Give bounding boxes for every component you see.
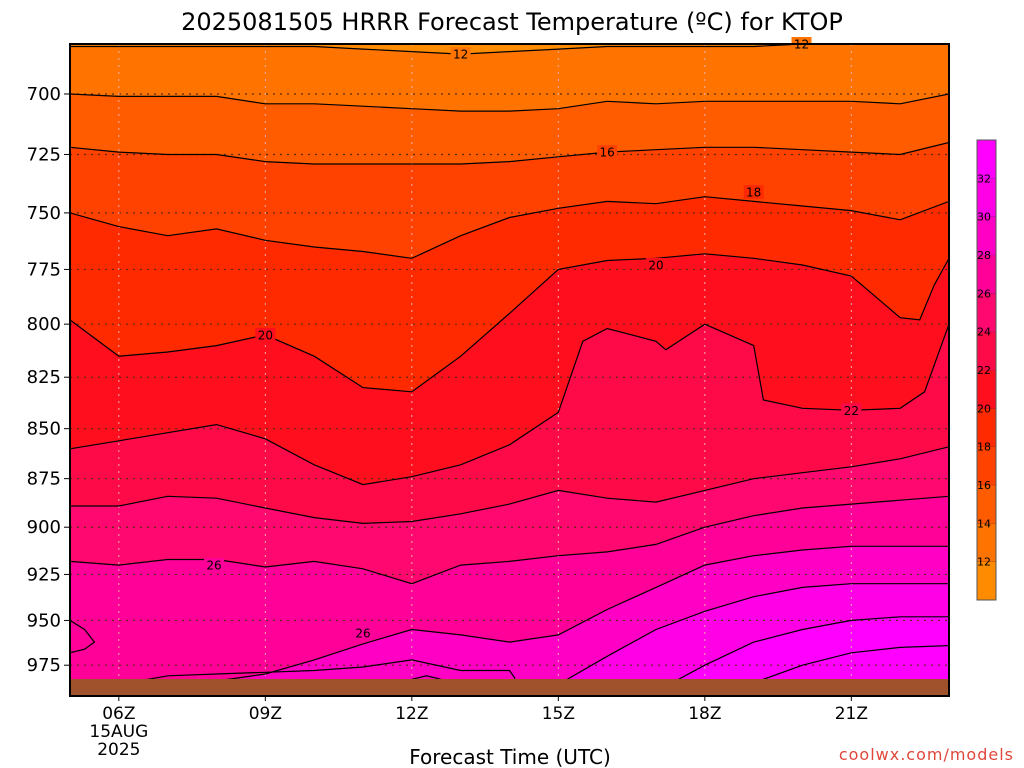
contour-label-bg [204,558,225,573]
isotherm-14 [70,93,949,112]
colorbar-label-30: 30 [977,211,991,224]
y-tick-label-700: 700 [27,84,61,105]
colorbar-label-20: 20 [977,402,991,415]
colorbar-label-24: 24 [977,326,991,339]
isotherm-30 [538,583,949,696]
colorbar-label-14: 14 [977,517,991,530]
colorbar-label-16: 16 [977,479,991,492]
ground-band [70,679,949,695]
x-tick-label-09Z: 09Z [249,704,282,724]
x-tick-label-15Z: 15Z [542,704,575,724]
contour-label-22-7: 22 [841,403,862,418]
y-tick-label-800: 800 [27,314,61,335]
contour-label-bg [841,403,862,418]
y-tick-label-875: 875 [27,469,61,490]
y-axis: 700 725 750 775 800 825 850 875 900 925 950 975 [27,84,70,676]
colorbar-segment-1 [977,561,996,601]
isotherm-18 [70,196,949,259]
y-tick-label-750: 750 [27,203,61,224]
contour-label-26-9: 26 [353,626,373,641]
colorbar-segment-8 [977,293,996,333]
contour-label-text: 20 [258,328,273,342]
isotherm-layer [70,44,949,696]
colorbar-segment-6 [977,370,996,409]
colorbar-label-18: 18 [977,441,991,454]
y-tick-label-900: 900 [27,517,61,538]
colorbar-segment-3 [977,485,996,524]
colorbar-segment-2 [977,523,996,563]
colorbar-segment-10 [977,216,996,256]
colorbar-segment-7 [977,331,996,371]
contour-label-bg [743,185,764,200]
contour-label-16-3: 16 [597,145,618,160]
isotherm-20 [70,253,949,393]
contour-label-text: 26 [355,627,370,641]
temperature-fill-layer [70,44,949,696]
contour-label-18-4: 18 [743,185,764,200]
colorbar: 12 14 16 18 20 22 24 26 28 30 32 [976,139,997,601]
contour-label-bg [255,327,276,342]
x-tick-label-06Z: 06Z [102,704,135,724]
near-surface-isotherm-1 [70,619,96,654]
colorbar-segment-4 [977,446,996,486]
colorbar-label-12: 12 [977,556,991,569]
colorbar-segment-5 [977,408,996,448]
near-surface-isotherm-3 [411,675,442,680]
x-date-label-1: 15AUG [89,722,148,742]
contour-label-bg [353,626,373,641]
isotherm-22 [70,323,949,486]
near-surface-isotherm-2 [70,659,520,696]
y-tick-label-925: 925 [27,564,61,585]
y-tick-label-825: 825 [27,367,61,388]
y-tick-label-975: 975 [27,655,61,676]
contour-label-text: 12 [453,48,468,62]
contour-label-text: 26 [206,559,221,573]
contour-label-20-6: 20 [255,327,276,342]
contour-label-text: 18 [746,186,761,200]
contour-label-text: 22 [844,404,859,418]
y-tick-label-850: 850 [27,419,61,440]
plot-frame [69,43,950,697]
contour-label-12-1: 12 [450,47,471,62]
chart-title: 2025081505 HRRR Forecast Temperature (ºC… [181,8,843,36]
contour-label-text: 20 [648,258,663,272]
y-tick-label-950: 950 [27,610,61,631]
contour-label-26-8: 26 [204,558,225,573]
isotherm-12 [70,44,949,55]
x-tick-label-12Z: 12Z [395,704,428,724]
contour-label-bg [646,257,666,272]
ground-layer [70,679,949,695]
x-date-label-2: 2025 [97,740,140,760]
x-tick-label-18Z: 18Z [688,704,721,724]
isotherm-16 [70,141,949,165]
colorbar-segment-9 [977,255,996,294]
y-tick-label-725: 725 [27,144,61,165]
y-tick-label-775: 775 [27,259,61,280]
x-tick-label-21Z: 21Z [835,704,868,724]
colorbar-label-28: 28 [977,249,991,262]
contour-label-bg [450,47,471,62]
x-axis-title: Forecast Time (UTC) [409,745,611,768]
credit-text: coolwx.com/models [839,745,1014,764]
contour-label-20-5: 20 [646,257,666,272]
colorbar-label-32: 32 [977,172,991,185]
colorbar-segment-12 [977,140,996,179]
colorbar-segment-11 [977,178,996,218]
colorbar-label-22: 22 [977,364,991,377]
colorbar-label-26: 26 [977,287,991,300]
contour-label-text: 16 [600,146,615,160]
isotherm-24 [70,446,949,525]
contour-label-bg [597,145,618,160]
